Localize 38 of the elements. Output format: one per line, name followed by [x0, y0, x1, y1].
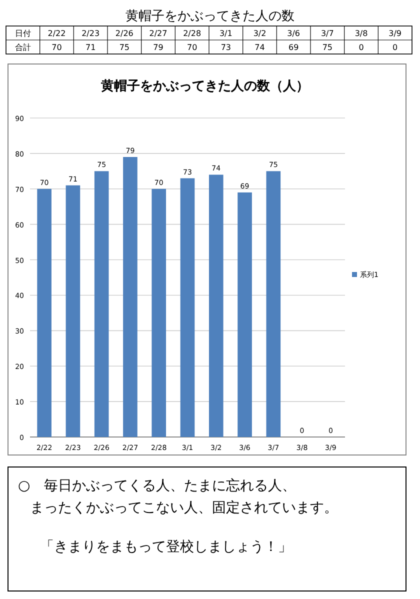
bar [123, 156, 138, 437]
text: 黄帽子をかぶってきた人の数 [126, 9, 294, 24]
text: 「きまりをまもって登校しましょう！」 [40, 539, 292, 555]
category-label: 3/8 [354, 29, 368, 38]
category-label: 3/9 [388, 29, 402, 38]
category-label: 2/28 [183, 29, 202, 38]
data-label: 70 [186, 43, 198, 52]
category-label: 2/22 [48, 29, 66, 38]
data-label: 71 [85, 43, 96, 52]
bar [238, 192, 252, 437]
data-label: 0 [358, 43, 364, 52]
bar [180, 178, 195, 437]
text: 合計 [14, 43, 31, 52]
data-label: 75 [322, 43, 333, 52]
data-label: 75 [119, 43, 130, 52]
text: 日付 [14, 29, 31, 38]
data-label: 79 [153, 43, 164, 52]
bar [152, 188, 166, 437]
bar [37, 188, 52, 437]
data-label: 73 [220, 43, 232, 52]
chart-title: 黄帽子をかぶってきた人の数（人） [100, 79, 309, 94]
category-label: 3/1 [219, 29, 232, 38]
category-label: 3/7 [320, 29, 334, 38]
data-label: 69 [288, 43, 299, 52]
category-label: 2/23 [82, 29, 100, 38]
data-label: 74 [254, 43, 265, 52]
bar [94, 171, 109, 437]
bar [208, 174, 224, 437]
category-label: 3/6 [287, 29, 300, 38]
category-label: 3/2 [253, 29, 266, 38]
category-label: 2/27 [149, 29, 168, 38]
text: ○ 毎日かぶってくる人、たまに忘れる人、 [18, 477, 296, 494]
bar [266, 171, 281, 437]
category-label: 2/26 [115, 29, 134, 38]
text: まったくかぶってこない人、固定されています。 [30, 500, 338, 516]
data-label: 0 [392, 43, 398, 52]
bar [66, 185, 80, 437]
data-label: 70 [52, 43, 62, 52]
